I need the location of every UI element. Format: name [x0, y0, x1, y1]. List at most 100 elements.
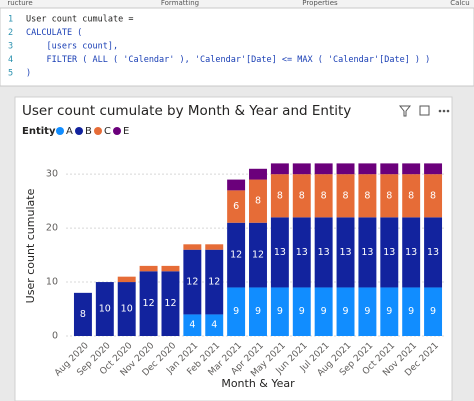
bar-segment [380, 174, 399, 218]
bar-segment [292, 163, 311, 175]
bar-segment [227, 222, 246, 288]
more-icon[interactable] [438, 109, 442, 113]
data-label: 8 [408, 190, 414, 201]
bar-segment [270, 174, 289, 218]
data-label: 13 [339, 247, 351, 258]
data-label: 12 [143, 298, 155, 309]
bar-segment [205, 314, 224, 336]
data-label: 9 [364, 306, 370, 317]
bar-segment [380, 217, 399, 288]
data-label: 8 [386, 190, 392, 201]
data-label: 8 [364, 190, 370, 201]
bar-segment [73, 292, 92, 336]
visual-header-icons[interactable] [398, 105, 450, 117]
code-line: CALCULATE ( [26, 28, 82, 38]
bar-segment [402, 174, 421, 218]
bar-segment [380, 163, 399, 175]
data-label: 8 [430, 190, 436, 201]
bar-segment [117, 282, 136, 336]
y-tick-label: 0 [52, 331, 58, 342]
y-tick-label: 10 [46, 277, 58, 288]
data-label: 8 [343, 190, 349, 201]
line-number: 5 [8, 69, 13, 79]
legend-label: E [123, 126, 129, 137]
bar-segment [358, 287, 377, 336]
ribbon-tabs: ructure Formatting Properties Calcu [7, 0, 469, 7]
ribbon-tab: Calcu [450, 0, 469, 7]
legend-swatch [94, 127, 102, 135]
bar-segment [358, 174, 377, 218]
data-label: 13 [296, 247, 308, 258]
more-icon[interactable] [442, 109, 446, 113]
data-label: 13 [361, 247, 373, 258]
bar-segment [117, 276, 136, 283]
bar-segment [205, 244, 224, 250]
focus-icon[interactable] [419, 105, 430, 116]
legend-title: Entity [22, 126, 56, 137]
bar-segment [139, 271, 158, 336]
bar-segment [358, 217, 377, 288]
legend-swatch [56, 127, 64, 135]
data-label: 13 [383, 247, 395, 258]
legend-swatch [113, 127, 121, 135]
data-label: 9 [386, 306, 392, 317]
bar-segment [424, 163, 443, 175]
ribbon-tab: ructure [7, 0, 32, 7]
bar-segment [424, 287, 443, 336]
bar-segment [270, 287, 289, 336]
chart-title: User count cumulate by Month & Year and … [22, 103, 351, 119]
code-line: FILTER ( ALL ( 'Calendar' ), 'Calendar'[… [26, 55, 430, 65]
bar-segment [380, 287, 399, 336]
bar-segment [249, 179, 267, 223]
bar-segment [292, 174, 311, 218]
data-label: 12 [164, 298, 176, 309]
bar-segment [424, 174, 443, 218]
legend-label: A [66, 126, 73, 137]
data-label: 12 [208, 277, 220, 288]
data-label: 13 [274, 247, 286, 258]
data-label: 4 [211, 320, 217, 331]
code-lines: 1 User count cumulate = 2 CALCULATE (3 [use… [8, 15, 430, 79]
filter-icon[interactable] [398, 105, 412, 117]
bar-segment [139, 265, 158, 272]
more-icon[interactable] [446, 109, 450, 113]
bar-segment [336, 217, 355, 288]
data-label: 8 [80, 309, 86, 320]
data-label: 8 [299, 190, 305, 201]
line-number: 4 [8, 55, 13, 65]
ribbon [0, 0, 474, 8]
code-editor [0, 7, 474, 87]
code-line: User count cumulate = [26, 15, 133, 25]
ribbon-tab: Properties [302, 0, 338, 7]
data-label: 9 [321, 306, 327, 317]
data-label: 9 [233, 306, 239, 317]
bar-segment [402, 287, 421, 336]
data-label: 9 [343, 306, 349, 317]
data-label: 12 [186, 277, 198, 288]
legend-label: C [104, 126, 111, 137]
y-tick-label: 30 [46, 169, 58, 180]
data-label: 8 [321, 190, 327, 201]
code-line: ) [26, 69, 31, 79]
bar-segment [161, 265, 180, 272]
data-label: 9 [430, 306, 436, 317]
data-label: 12 [252, 250, 264, 261]
bar-segment [314, 217, 333, 288]
bar-segment [227, 190, 246, 223]
data-label: 8 [277, 190, 283, 201]
bar-segment [402, 217, 421, 288]
y-tick-label: 20 [46, 223, 58, 234]
data-label: 13 [318, 247, 330, 258]
bar-segment [183, 314, 202, 336]
data-label: 9 [299, 306, 305, 317]
data-label: 4 [189, 320, 195, 331]
bar-segment [314, 287, 333, 336]
line-number: 2 [8, 28, 13, 38]
data-label: 6 [233, 201, 239, 212]
bar-segment [95, 282, 114, 336]
data-label: 9 [255, 306, 261, 317]
code-line: [users count], [26, 42, 118, 52]
bar-segment [358, 163, 377, 175]
bar-segment [270, 217, 289, 288]
